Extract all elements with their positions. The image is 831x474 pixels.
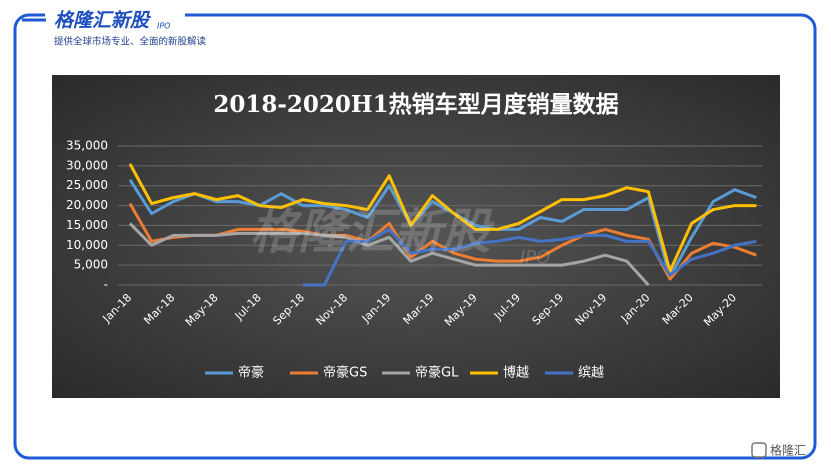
frame <box>13 13 817 460</box>
watermark: 格隆汇新股 <box>250 204 495 260</box>
legend-label: 帝豪 <box>238 365 264 381</box>
series-line <box>128 163 757 273</box>
footer-icon <box>751 442 767 458</box>
tagline: 提供全球市场专业、全面的新股解读 <box>54 36 207 48</box>
y-tick-label: 35,000 <box>66 139 108 153</box>
watermark-tag: IPO <box>520 247 550 268</box>
legend-label: 帝豪GS <box>323 365 367 381</box>
y-tick-label: 15,000 <box>66 218 108 232</box>
legend-label: 帝豪GL <box>415 365 459 381</box>
y-tick-label: 30,000 <box>66 158 108 172</box>
legend-label: 博越 <box>503 366 529 381</box>
y-tick-label: 10,000 <box>66 238 108 252</box>
legend-label: 缤越 <box>578 365 604 381</box>
y-tick-label: 20,000 <box>66 198 108 212</box>
y-tick-label: 5,000 <box>74 258 108 272</box>
y-tick-label: - <box>104 278 108 292</box>
series-line <box>302 227 757 287</box>
series-line <box>128 178 757 279</box>
brand: 格隆汇新股 <box>54 10 151 32</box>
series-line <box>128 222 650 287</box>
footer-logo: 格隆汇 <box>770 443 806 458</box>
chart-title: 2018-2020H1热销车型月度销量数据 <box>213 91 618 118</box>
brand-tag: IPO <box>157 22 170 31</box>
y-tick-label: 25,000 <box>66 178 108 192</box>
logo-bg <box>45 4 185 30</box>
